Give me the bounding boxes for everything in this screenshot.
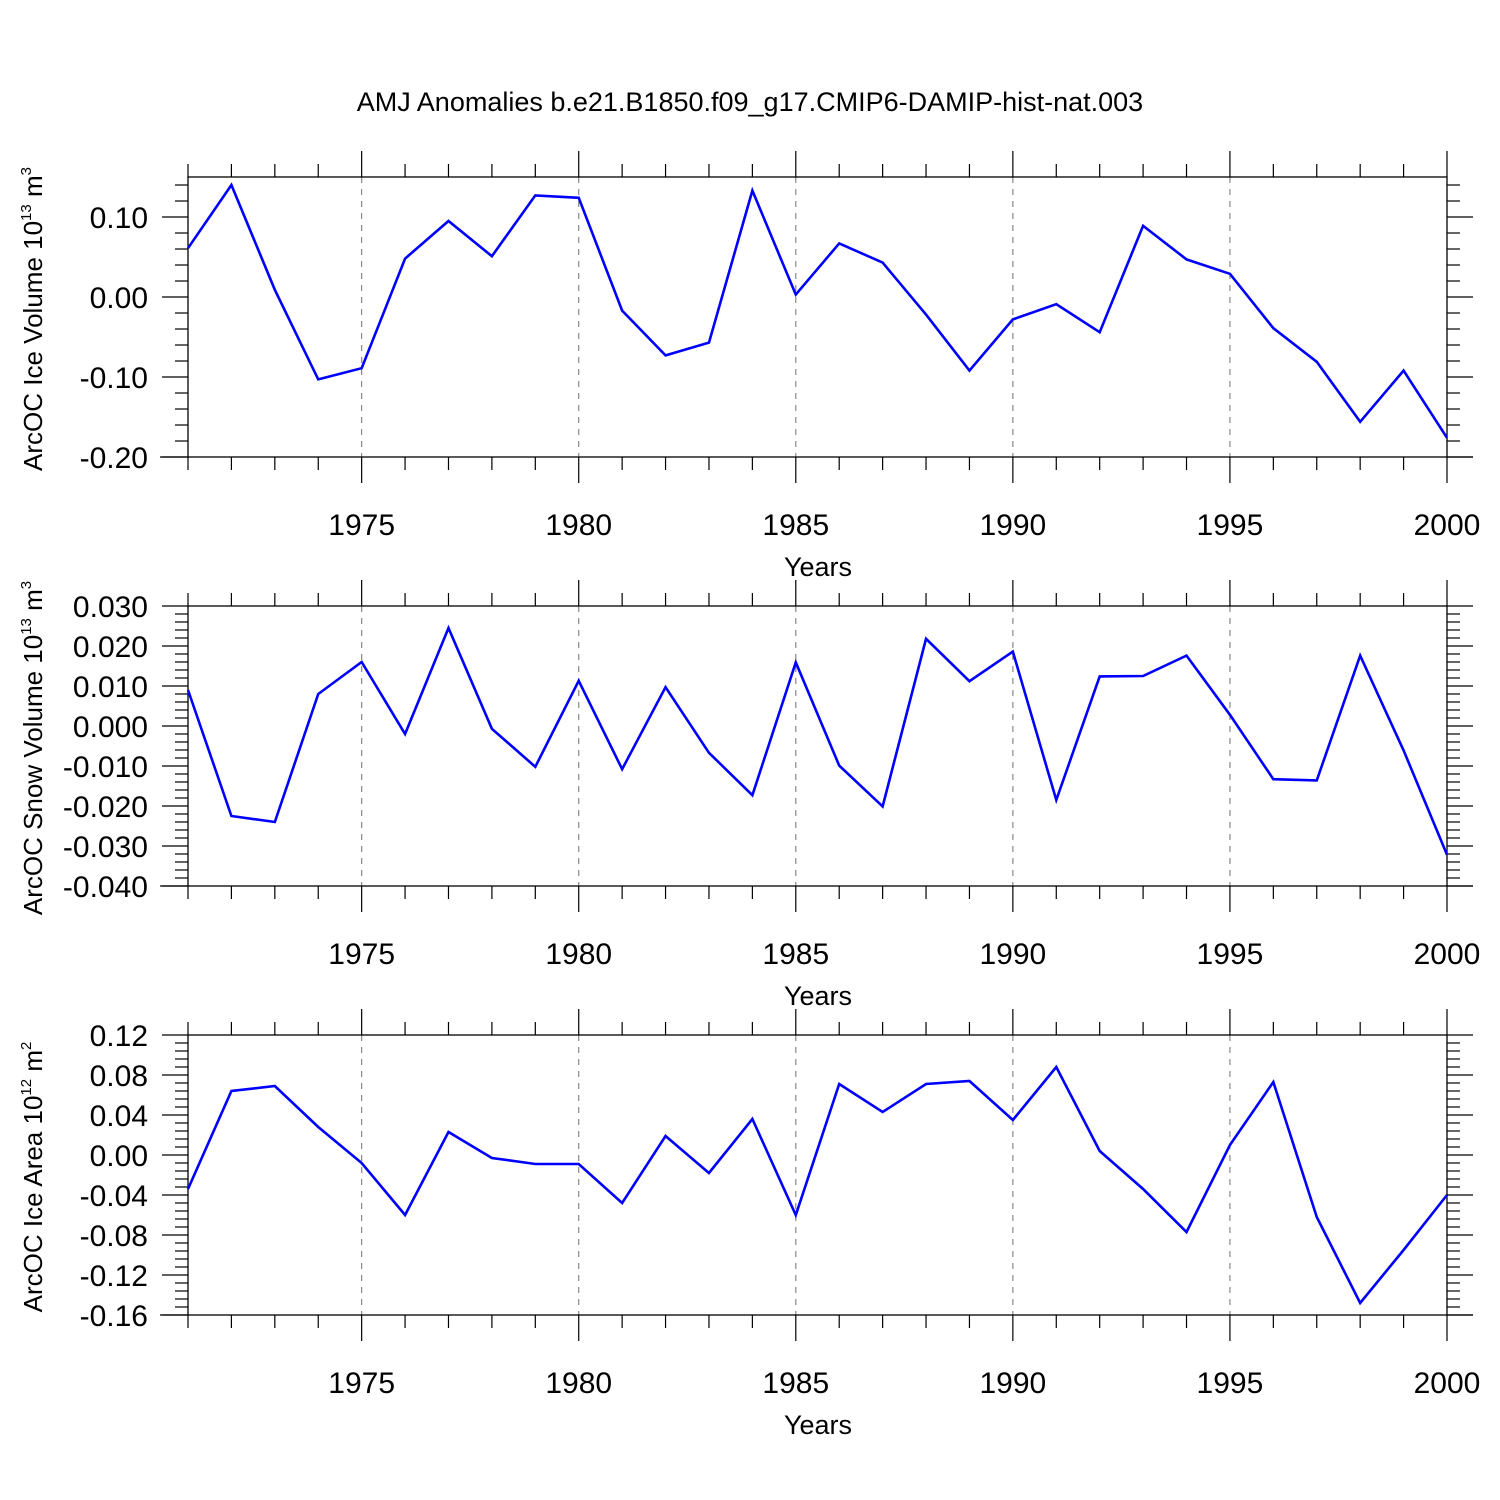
series-line-snow-volume [186, 624, 1449, 856]
x-tick-label: 1985 [762, 1367, 829, 1400]
x-axis-label: Years [784, 981, 852, 1011]
x-tick-label: 1995 [1197, 938, 1264, 971]
x-tick-label: 1980 [545, 938, 612, 971]
y-axis-label: ArcOC Ice Area 1012 m2 [18, 1042, 48, 1313]
x-tick-label: 1985 [762, 509, 829, 542]
x-tick-label: 2000 [1414, 1367, 1481, 1400]
y-tick-label: 0.00 [90, 282, 148, 315]
series-line-ice-volume [186, 182, 1449, 439]
y-tick-label: -0.10 [80, 362, 148, 395]
y-tick-label: -0.030 [63, 831, 148, 864]
panel-2: -0.040 -0.030 -0.020 -0.010 0.000 0.010 0.020 0… [18, 580, 1480, 1011]
y-tick-label: 0.08 [90, 1060, 148, 1093]
y-axis-label: ArcOC Ice Volume 1013 m3 [18, 167, 48, 471]
series-line-ice-area [186, 1064, 1449, 1306]
x-tick-label: 1980 [545, 509, 612, 542]
y-tick-label: -0.12 [80, 1260, 148, 1293]
x-tick-label: 1975 [328, 938, 395, 971]
y-tick-label: -0.020 [63, 791, 148, 824]
x-tick-label: 1995 [1197, 509, 1264, 542]
x-axis-label: Years [784, 1410, 852, 1440]
plot-frame [187, 1034, 1448, 1316]
x-tick-label: 1990 [979, 1367, 1046, 1400]
x-tick-label: 1995 [1197, 1367, 1264, 1400]
y-axis-label: ArcOC Snow Volume 1013 m3 [18, 581, 48, 915]
plot-frame [187, 176, 1448, 458]
plot-frame [187, 605, 1448, 887]
y-tick-label: -0.040 [63, 871, 148, 904]
x-tick-label: 1985 [762, 938, 829, 971]
y-tick-label: 0.10 [90, 202, 148, 235]
x-tick-label: 1990 [979, 509, 1046, 542]
x-tick-label: 1975 [328, 1367, 395, 1400]
y-tick-label: 0.000 [73, 711, 148, 744]
chart-title: AMJ Anomalies b.e21.B1850.f09_g17.CMIP6-… [357, 87, 1143, 117]
y-tick-label: -0.04 [80, 1180, 148, 1213]
panel-3: -0.16 -0.12 -0.08 -0.04 0.00 0.04 0.08 0.12 1975… [18, 1009, 1480, 1440]
y-tick-label: -0.010 [63, 751, 148, 784]
y-tick-label: 0.12 [90, 1020, 148, 1053]
x-axis-label: Years [784, 552, 852, 582]
y-tick-label: 0.04 [90, 1100, 148, 1133]
panel-1: -0.20 -0.10 0.00 0.10 1975 1980 1985 1990 1995 20… [18, 151, 1480, 582]
y-tick-label: 0.030 [73, 591, 148, 624]
x-tick-label: 1980 [545, 1367, 612, 1400]
x-tick-label: 2000 [1414, 509, 1481, 542]
x-tick-label: 1975 [328, 509, 395, 542]
y-tick-label: 0.00 [90, 1140, 148, 1173]
panels: -0.20 -0.10 0.00 0.10 1975 1980 1985 1990 1995 20… [18, 151, 1480, 1440]
x-tick-label: 1990 [979, 938, 1046, 971]
y-tick-label: -0.08 [80, 1220, 148, 1253]
y-tick-label: 0.020 [73, 631, 148, 664]
y-tick-label: -0.16 [80, 1300, 148, 1333]
y-tick-label: 0.010 [73, 671, 148, 704]
x-tick-label: 2000 [1414, 938, 1481, 971]
y-tick-label: -0.20 [80, 442, 148, 475]
